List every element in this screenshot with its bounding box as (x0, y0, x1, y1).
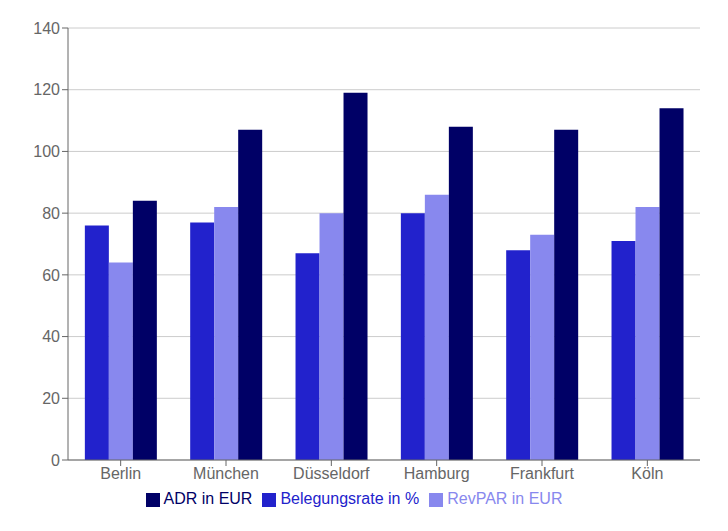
svg-text:München: München (193, 465, 259, 482)
svg-text:0: 0 (51, 452, 60, 469)
svg-text:Frankfurt: Frankfurt (510, 465, 575, 482)
svg-text:120: 120 (33, 81, 60, 98)
svg-text:Düsseldorf: Düsseldorf (293, 465, 370, 482)
svg-text:Hamburg: Hamburg (404, 465, 470, 482)
svg-text:40: 40 (42, 328, 60, 345)
svg-text:140: 140 (33, 20, 60, 37)
svg-text:Berlin: Berlin (100, 465, 141, 482)
html-text:ADR in EUR: ADR in EUR (163, 490, 253, 507)
svg-text:20: 20 (42, 390, 60, 407)
html-text:Belegungsrate in %: Belegungsrate in % (280, 490, 420, 507)
svg-text:100: 100 (33, 143, 60, 160)
svg-text:60: 60 (42, 267, 60, 284)
html-text:RevPAR in EUR: RevPAR in EUR (447, 490, 563, 507)
svg-text:80: 80 (42, 205, 60, 222)
svg-text:Köln: Köln (631, 465, 663, 482)
